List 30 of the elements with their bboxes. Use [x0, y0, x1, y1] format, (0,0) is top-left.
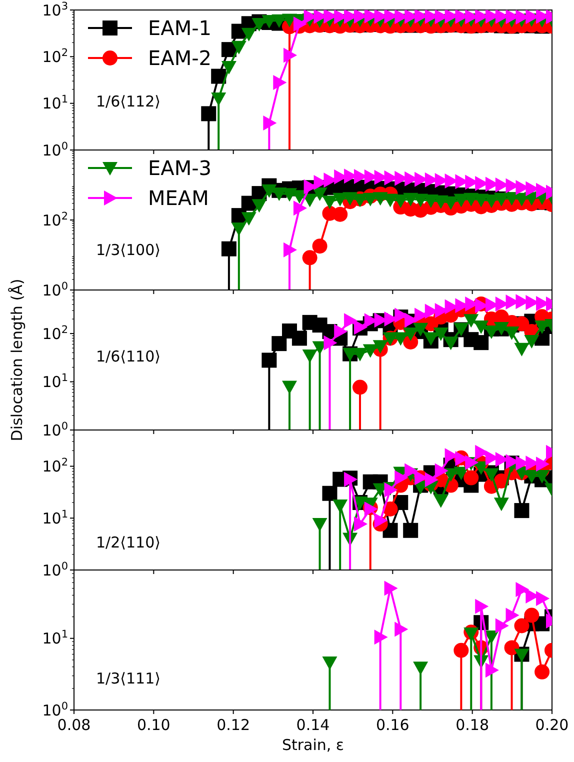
- x-tick-label: 0.20: [535, 716, 569, 734]
- y-tick-label: 10$^{1}$: [42, 508, 68, 528]
- x-tick-label: 0.16: [376, 716, 410, 734]
- annotation: 1/3⟨100⟩: [96, 241, 160, 259]
- legend-label: EAM-3: [148, 156, 212, 180]
- y-tick-label: 10$^{2}$: [42, 324, 68, 343]
- annotation: 1/6⟨110⟩: [96, 347, 160, 366]
- y-tick-label: 10$^{1}$: [42, 628, 68, 648]
- annotation: 1/3⟨111⟩: [96, 669, 160, 688]
- y-tick-label: 10$^{0}$: [42, 560, 68, 580]
- x-tick-label: 0.12: [216, 716, 250, 734]
- y-tick-label: 10$^{2}$: [42, 456, 68, 476]
- y-tick-label: 10$^{1}$: [42, 372, 68, 392]
- y-tick-label: 10$^{0}$: [42, 420, 68, 440]
- annotation: 1/6⟨112⟩: [96, 92, 160, 111]
- y-tick-label: 10$^{2}$: [42, 210, 68, 230]
- legend-label: MEAM: [148, 186, 209, 210]
- x-tick-label: 0.18: [456, 716, 490, 734]
- y-tick-label: 10$^{0}$: [42, 140, 68, 160]
- x-tick-label: 0.10: [136, 716, 170, 734]
- y-tick-label: 10$^{0}$: [42, 280, 68, 300]
- y-tick-label: 10$^{2}$: [42, 46, 68, 66]
- y-tick-label: 10$^{1}$: [42, 94, 68, 113]
- annotation: 1/2⟨110⟩: [96, 534, 160, 552]
- legend-label: EAM-1: [148, 16, 212, 40]
- legend-label: EAM-2: [148, 46, 212, 70]
- y-axis-title: Dislocation length (Å): [8, 278, 26, 442]
- x-tick-label: 0.14: [296, 716, 330, 734]
- y-tick-label: 10$^{3}$: [42, 0, 68, 20]
- x-axis-title: Strain, ε: [282, 736, 344, 754]
